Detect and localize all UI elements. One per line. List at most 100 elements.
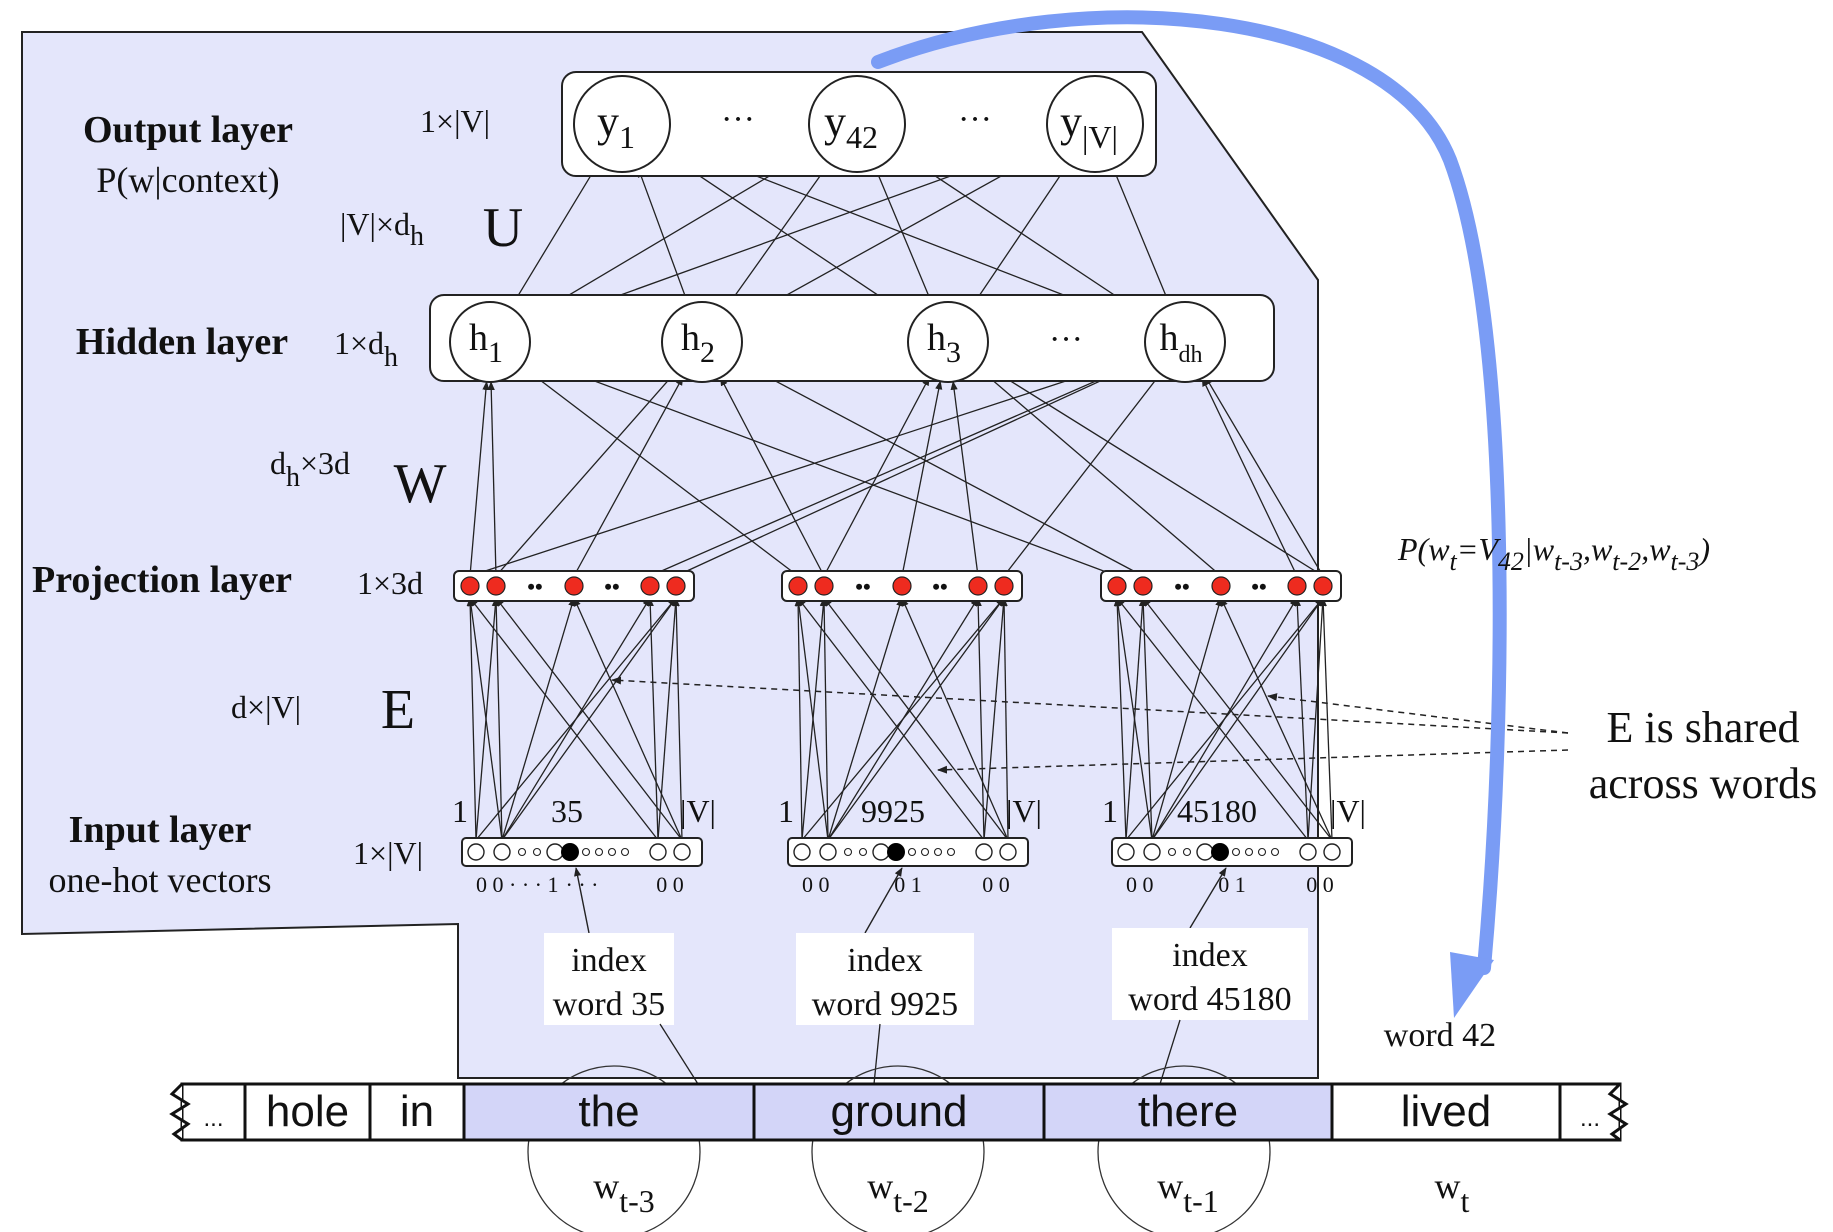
embedding-edge (1220, 597, 1333, 841)
input-hot-index: 35 (551, 793, 583, 829)
output-nodes: y1 y42 y|V| (573, 75, 1144, 173)
index-link (1159, 1019, 1181, 1085)
index-link (659, 1023, 699, 1085)
embedding-edge (827, 597, 904, 841)
hidden-edge (1003, 372, 1162, 577)
hidden-node (661, 301, 743, 383)
index-arrow (1189, 867, 1227, 929)
input-unit-small (532, 847, 542, 857)
output-node-label: y|V| (1060, 97, 1118, 155)
u-dim: |V|×dh (340, 206, 424, 252)
hidden-node-label: hdh (1160, 317, 1203, 368)
input-unit-small (843, 847, 853, 857)
projection-node (814, 576, 834, 596)
input-hot-unit (887, 843, 905, 861)
input-unit-small (920, 847, 930, 857)
embedding-edge (475, 597, 677, 841)
input-unit (793, 843, 811, 861)
embedding-edge (1151, 597, 1223, 841)
input-first-index: 1 (1102, 793, 1118, 829)
w-dim: dh×3d (270, 445, 350, 493)
input-unit-small (1167, 847, 1177, 857)
input-unit-small (517, 847, 527, 857)
projection-node (892, 576, 912, 596)
input-unit-small (1257, 847, 1267, 857)
input-bits-right: 0 0 (656, 872, 684, 897)
input-last-index: |V| (680, 793, 716, 829)
output-node (573, 75, 671, 173)
output-edge (524, 147, 817, 323)
tape-cell (1330, 1082, 1562, 1142)
output-dots-1: ··· (721, 101, 755, 138)
layer-labels: Output layer P(w|context) 1×|V| |V|×dh U… (32, 103, 523, 900)
output-node-label: y1 (597, 97, 635, 155)
tape-torn-right (1607, 1082, 1629, 1142)
tape-word: in (400, 1087, 434, 1136)
hidden-edge (469, 380, 490, 577)
prediction-arrow-head (1450, 952, 1494, 1018)
input-groups: 1 35 |V| 0 0 · · · 1 · · · 0 0 1 9925 |V| 0 0 0 1 0… (452, 793, 1366, 897)
embedding-edge (820, 597, 829, 841)
input-unit-small (1270, 847, 1280, 857)
e-shared-line1: E is shared (1606, 703, 1799, 752)
output-node (1046, 75, 1144, 173)
hidden-edge (649, 357, 1150, 577)
tape-word: there (1138, 1087, 1238, 1136)
input-unit (1143, 843, 1161, 861)
index-boxes: index word 35 index word 9925 index word 4518… (544, 867, 1308, 1085)
hidden-edge (977, 367, 1222, 577)
hidden-edge (823, 376, 930, 577)
input-hot-unit (561, 843, 579, 861)
hidden-edge (526, 355, 1118, 577)
hidden-edge (1201, 377, 1298, 577)
hidden-layer-dim: 1×dh (334, 325, 398, 373)
hidden-connections (469, 353, 1324, 577)
hidden-edge (487, 381, 497, 577)
index-arrow (864, 867, 903, 934)
input-hot-unit (1211, 843, 1229, 861)
output-node-label: y42 (824, 97, 878, 155)
hidden-edge (469, 353, 1148, 577)
projection-node (460, 576, 480, 596)
hidden-nodes: h1 h2 h3 hdh (449, 301, 1226, 383)
position-circle (527, 1065, 701, 1232)
embedding-edge (983, 597, 1007, 841)
u-letter: U (483, 197, 523, 259)
input-unit (999, 843, 1017, 861)
input-unit-small (620, 847, 630, 857)
input-last-index: |V| (1006, 793, 1042, 829)
tape-torn-left (169, 1082, 191, 1142)
projection-dots: •• (1174, 574, 1189, 599)
input-unit-small (594, 847, 604, 857)
hidden-edge (901, 380, 943, 577)
hidden-node-label: h2 (681, 317, 715, 369)
embedding-edge (466, 597, 477, 841)
index-box (544, 933, 674, 1025)
input-unit (872, 843, 890, 861)
embedding-edge (469, 597, 659, 841)
projection-node (1133, 576, 1153, 596)
hidden-dots: ··· (1049, 321, 1083, 358)
index-label-line2: word 35 (553, 986, 665, 1023)
embedding-edge (974, 597, 985, 841)
output-connections (510, 139, 1171, 330)
hidden-layer-box (429, 294, 1275, 382)
embedding-edge (794, 597, 803, 841)
projection-node (968, 576, 988, 596)
projection-node (1211, 576, 1231, 596)
projection-node (994, 576, 1014, 596)
index-link (873, 1023, 881, 1085)
hidden-edge (675, 358, 1150, 577)
index-arrow (574, 867, 590, 934)
input-unit (493, 843, 511, 861)
hidden-node (907, 301, 989, 383)
embedding-edge (467, 597, 503, 841)
hidden-layer-title: Hidden layer (76, 321, 288, 363)
projection-node (666, 576, 686, 596)
tape-cell (462, 1082, 756, 1142)
input-unit (819, 843, 837, 861)
input-first-index: 1 (452, 793, 468, 829)
hidden-node (449, 301, 531, 383)
embedding-edge (797, 597, 985, 841)
w-letter: W (394, 453, 447, 515)
